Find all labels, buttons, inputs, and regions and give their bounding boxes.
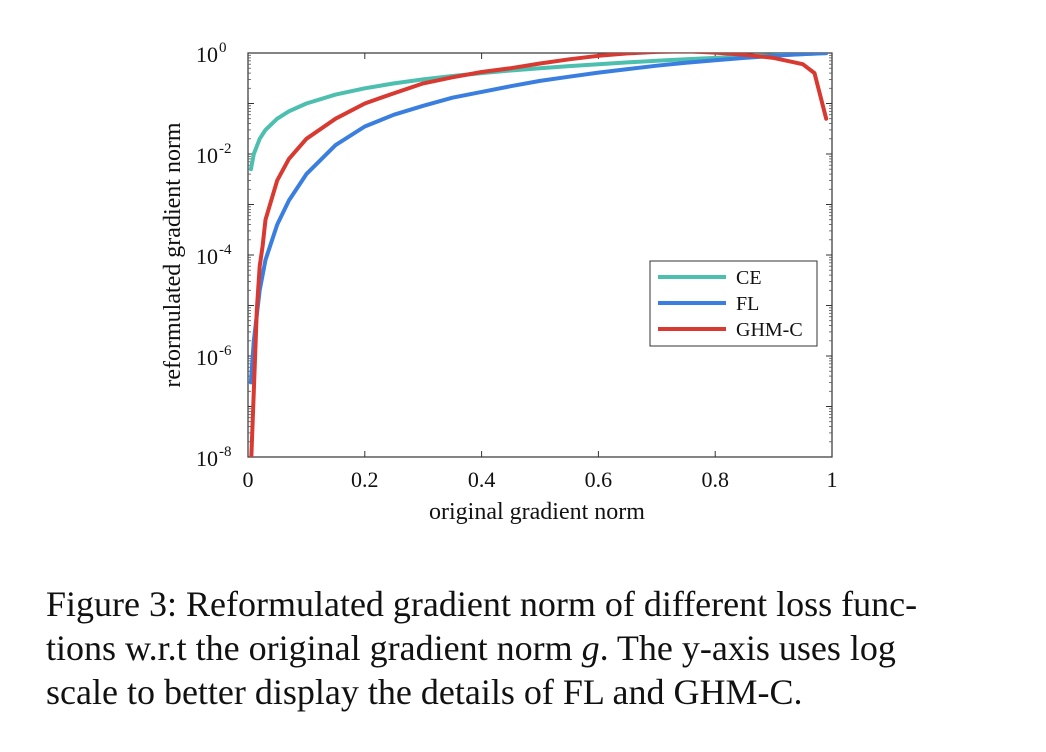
caption-line-3: scale to better display the details of F…: [46, 672, 803, 712]
x-tick-label: 0.6: [585, 467, 613, 492]
series-line-fl: [248, 53, 829, 385]
y-tick-label: 10: [196, 143, 218, 168]
legend-label: CE: [736, 267, 762, 289]
plot-area: [247, 52, 833, 458]
legend: CE FL GHM-C: [649, 260, 818, 347]
legend-label: FL: [736, 293, 759, 315]
x-tick-label: 1: [827, 467, 838, 492]
x-tick-label: 0.2: [351, 467, 379, 492]
caption-line-2-pre: tions w.r.t the original gradient norm: [46, 628, 582, 668]
legend-label: GHM-C: [736, 319, 803, 341]
caption-line-2-post: . The y-axis uses log: [599, 628, 896, 668]
caption-line-2: tions w.r.t the original gradient norm g…: [46, 626, 1006, 670]
y-tick-label: 10: [196, 345, 218, 370]
series-lines: [248, 53, 829, 457]
y-tick-exponent: -2: [219, 141, 232, 157]
x-tick-label: 0.4: [468, 467, 496, 492]
y-tick-label: 10: [196, 42, 218, 67]
y-tick-exponent: -6: [219, 343, 232, 359]
caption-variable-g: g: [581, 628, 600, 668]
x-axis-label: original gradient norm: [429, 499, 645, 525]
y-tick-exponent: -4: [219, 242, 232, 258]
figure-caption: Figure 3: Reformulated gradient norm of …: [46, 582, 1006, 714]
x-tick-label: 0.8: [701, 467, 729, 492]
y-tick-label: 10: [196, 244, 218, 269]
y-tick-exponent: 0: [219, 40, 227, 56]
y-tick-label: 10: [196, 446, 218, 471]
caption-line-1: Figure 3: Reformulated gradient norm of …: [46, 584, 918, 624]
y-axis-label: reformulated gradient norm: [160, 122, 186, 388]
series-line-ghm-c: [249, 53, 829, 457]
y-tick-exponent: -8: [219, 444, 232, 460]
x-tick-label: 0: [243, 467, 254, 492]
